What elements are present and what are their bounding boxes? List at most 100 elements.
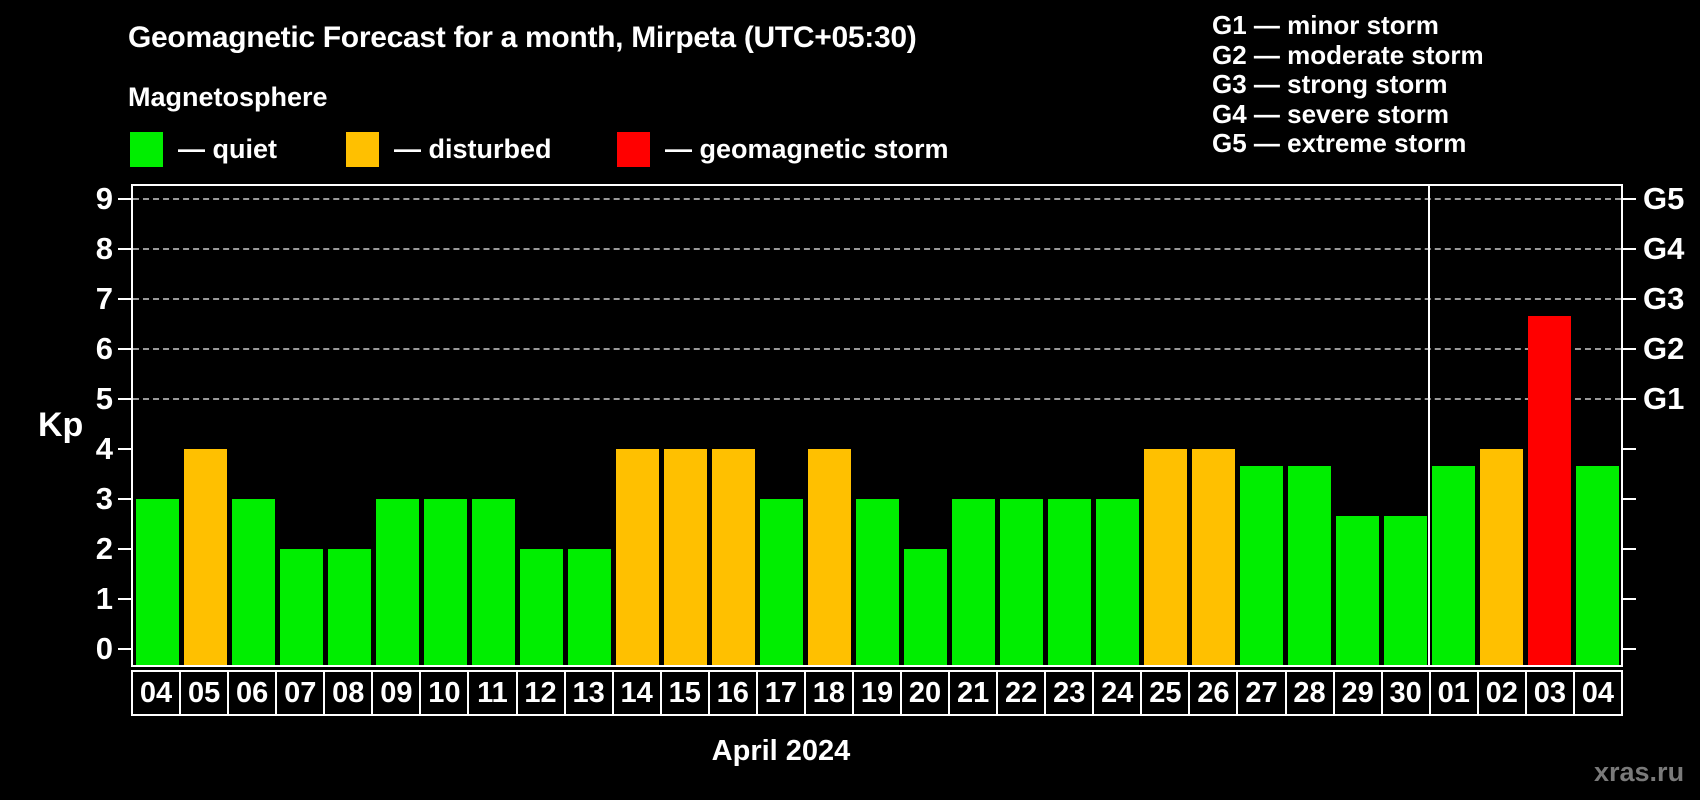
g-scale-tick-label: G4 xyxy=(1643,231,1685,266)
day-label: 29 xyxy=(1332,672,1381,714)
y-axis-tick xyxy=(118,298,131,300)
gridline-kp9 xyxy=(133,198,1621,200)
day-label: 11 xyxy=(467,672,515,714)
y-axis-tick xyxy=(118,448,131,450)
right-axis-tick xyxy=(1623,448,1636,450)
y-axis-tick xyxy=(118,198,131,200)
y-axis-tick-label: 1 xyxy=(95,581,113,616)
day-label: 26 xyxy=(1188,672,1236,714)
day-label: 03 xyxy=(1524,672,1573,714)
kp-bar-day-05 xyxy=(183,449,227,665)
kp-bar-day-17 xyxy=(759,499,803,665)
day-label: 30 xyxy=(1380,672,1429,714)
kp-bar-day-19 xyxy=(855,499,899,665)
kp-bar-day-04 xyxy=(1575,465,1619,665)
y-axis-tick-label: 6 xyxy=(95,331,113,366)
day-label: 08 xyxy=(323,672,371,714)
day-label: 19 xyxy=(851,672,900,714)
right-axis-tick xyxy=(1623,348,1636,350)
kp-bar-day-25 xyxy=(1143,449,1187,665)
kp-bar-day-23 xyxy=(1047,499,1091,665)
right-axis-tick xyxy=(1623,398,1636,400)
quiet-color-swatch xyxy=(130,132,163,167)
kp-bar-day-08 xyxy=(327,549,371,665)
g-scale-legend: G1 — minor storm G2 — moderate storm G3 — … xyxy=(1212,12,1484,157)
day-label: 02 xyxy=(1476,672,1525,714)
g-scale-tick-label: G2 xyxy=(1643,331,1685,366)
y-axis-tick-label: 9 xyxy=(95,181,113,216)
kp-bar-day-09 xyxy=(375,499,419,665)
day-label: 10 xyxy=(419,672,467,714)
kp-bar-day-29 xyxy=(1335,515,1379,665)
day-label: 14 xyxy=(611,672,660,714)
y-axis-tick xyxy=(118,348,131,350)
gridline-kp6 xyxy=(133,348,1621,350)
y-axis-tick-label: 8 xyxy=(95,231,113,266)
day-label: 27 xyxy=(1236,672,1284,714)
gridline-kp5 xyxy=(133,398,1621,400)
gridline-kp8 xyxy=(133,248,1621,250)
kp-bar-day-22 xyxy=(999,499,1043,665)
day-label: 13 xyxy=(563,672,612,714)
gridline-kp7 xyxy=(133,298,1621,300)
g-scale-tick-label: G1 xyxy=(1643,381,1685,416)
day-label: 04 xyxy=(1572,672,1621,714)
y-axis-tick-label: 0 xyxy=(95,631,113,666)
y-axis-tick xyxy=(118,648,131,650)
kp-bar-day-12 xyxy=(519,549,563,665)
y-axis-tick-label: 2 xyxy=(95,531,113,566)
day-label: 22 xyxy=(996,672,1044,714)
kp-bar-day-28 xyxy=(1287,465,1331,665)
kp-bar-day-15 xyxy=(663,449,707,665)
right-axis-tick xyxy=(1623,198,1636,200)
kp-bar-day-01 xyxy=(1431,465,1475,665)
kp-bar-day-02 xyxy=(1479,449,1523,665)
day-label: 23 xyxy=(1044,672,1092,714)
day-label: 15 xyxy=(659,672,708,714)
kp-bar-day-04 xyxy=(135,499,179,665)
storm-legend-label: — geomagnetic storm xyxy=(665,134,949,164)
day-label: 16 xyxy=(707,672,756,714)
g-scale-legend-item: G1 — minor storm xyxy=(1212,10,1439,40)
kp-bar-day-03 xyxy=(1527,315,1571,665)
right-axis-tick xyxy=(1623,498,1636,500)
kp-bar-day-07 xyxy=(279,549,323,665)
plot-area xyxy=(131,184,1623,667)
kp-bar-day-24 xyxy=(1095,499,1139,665)
disturbed-legend-label: — disturbed xyxy=(394,134,552,164)
day-label: 17 xyxy=(755,672,804,714)
month-separator-line xyxy=(1428,186,1430,665)
g-scale-tick-label: G3 xyxy=(1643,281,1685,316)
day-label: 28 xyxy=(1284,672,1333,714)
x-axis-title: April 2024 xyxy=(711,735,851,767)
g-scale-tick-label: G5 xyxy=(1643,181,1685,216)
g-scale-legend-item: G5 — extreme storm xyxy=(1212,128,1467,158)
kp-bar-day-18 xyxy=(807,449,851,665)
right-axis-tick xyxy=(1623,298,1636,300)
day-label: 09 xyxy=(371,672,419,714)
storm-color-swatch xyxy=(617,132,650,167)
kp-bar-day-27 xyxy=(1239,465,1283,665)
magnetosphere-label: Magnetosphere xyxy=(128,82,328,112)
y-axis-tick-label: 7 xyxy=(95,281,113,316)
day-label: 25 xyxy=(1140,672,1188,714)
right-axis-tick xyxy=(1623,598,1636,600)
chart-title: Geomagnetic Forecast for a month, Mirpet… xyxy=(128,21,917,54)
kp-bar-day-11 xyxy=(471,499,515,665)
kp-bar-day-16 xyxy=(711,449,755,665)
y-axis-tick xyxy=(118,248,131,250)
kp-bar-day-14 xyxy=(615,449,659,665)
day-label: 20 xyxy=(900,672,948,714)
day-label: 01 xyxy=(1428,672,1477,714)
right-axis-tick xyxy=(1623,648,1636,650)
day-label: 04 xyxy=(139,677,173,709)
kp-bar-day-06 xyxy=(231,499,275,665)
x-axis-day-labels: 04 05 06 07 08 09 10 11 12 13 14 15 16 17 18 19 20 21 22 23… xyxy=(131,670,1623,716)
kp-bar-day-10 xyxy=(423,499,467,665)
right-axis-tick xyxy=(1623,548,1636,550)
day-label: 06 xyxy=(227,672,275,714)
y-axis-tick xyxy=(118,598,131,600)
g-scale-legend-item: G2 — moderate storm xyxy=(1212,39,1484,70)
day-label: 12 xyxy=(515,672,564,714)
